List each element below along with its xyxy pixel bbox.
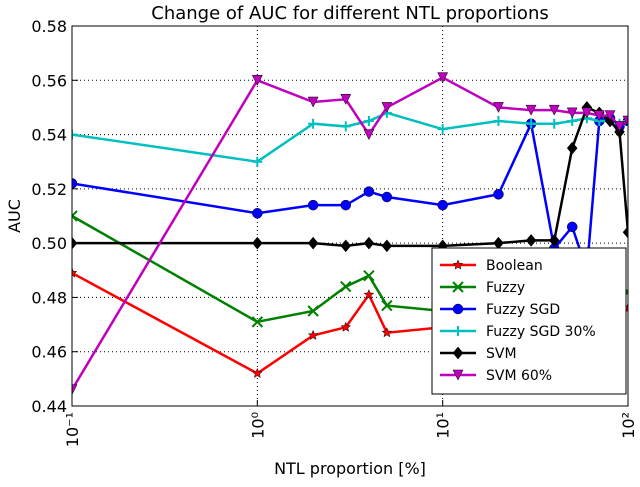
legend: Boolean Fuzzy Fuzzy SGD Fuzzy SGD 30% SVM SVM…	[431, 247, 627, 395]
marker	[252, 236, 263, 250]
marker	[363, 289, 375, 300]
series-line	[72, 111, 628, 164]
y-axis-label: AUC	[5, 199, 24, 233]
x-tick-label: 10¹	[434, 412, 453, 439]
marker	[72, 210, 78, 222]
y-tick-label: 0.58	[31, 17, 67, 36]
y-tick-label: 0.54	[31, 126, 67, 145]
marker	[252, 156, 263, 167]
marker	[548, 104, 560, 116]
legend-label: SVM 60%	[486, 368, 552, 384]
marker	[566, 107, 578, 119]
legend-label: SVM	[486, 346, 517, 362]
marker	[622, 225, 628, 239]
marker	[251, 75, 263, 86]
legend-label: Fuzzy	[486, 280, 525, 296]
marker	[72, 178, 78, 189]
y-tick-label: 0.50	[31, 234, 67, 253]
series-line	[72, 116, 628, 271]
marker	[307, 199, 319, 211]
y-tick-label: 0.52	[31, 180, 67, 199]
marker	[437, 199, 448, 211]
legend-box	[431, 247, 627, 395]
marker	[381, 299, 393, 312]
marker	[593, 110, 605, 122]
marker	[363, 186, 375, 197]
marker	[72, 384, 78, 396]
marker	[623, 116, 628, 126]
chart-title: Change of AUC for different NTL proporti…	[151, 3, 548, 24]
series-line	[72, 105, 628, 248]
marker	[340, 121, 351, 132]
marker	[622, 115, 628, 127]
marker	[604, 110, 616, 122]
marker	[363, 236, 375, 250]
series-line	[72, 76, 628, 391]
marker	[251, 316, 264, 328]
x-tick-label: 10²	[619, 412, 638, 439]
marker	[566, 141, 578, 155]
marker	[340, 321, 352, 332]
marker	[72, 129, 77, 140]
marker	[493, 189, 504, 200]
marker	[381, 191, 393, 203]
marker	[493, 102, 504, 113]
marker	[308, 118, 319, 129]
marker	[307, 236, 319, 250]
marker	[307, 305, 319, 317]
marker	[614, 121, 625, 132]
marker	[363, 129, 375, 141]
y-tick-label: 0.56	[31, 71, 67, 90]
marker	[251, 367, 263, 379]
marker	[340, 199, 352, 211]
marker	[549, 118, 560, 129]
marker	[363, 270, 375, 282]
marker	[452, 346, 464, 360]
marker	[452, 259, 464, 270]
y-tick-label: 0.44	[31, 397, 67, 416]
marker	[566, 221, 578, 233]
marker	[381, 102, 393, 113]
x-tick-label: 10⁻¹	[63, 412, 82, 447]
marker	[340, 94, 352, 105]
plot-frame	[71, 25, 629, 407]
marker	[453, 326, 463, 336]
marker	[493, 116, 504, 126]
marker	[452, 369, 464, 381]
x-tick-label: 10⁰	[248, 412, 267, 439]
marker	[525, 234, 537, 247]
y-tick-label: 0.46	[31, 343, 67, 362]
marker	[307, 96, 319, 108]
marker	[526, 118, 537, 129]
marker	[525, 104, 537, 116]
marker	[307, 329, 319, 341]
marker	[381, 239, 393, 253]
marker	[252, 208, 263, 219]
legend-label: Fuzzy SGD 30%	[486, 324, 596, 340]
marker	[581, 107, 593, 119]
marker	[72, 267, 78, 278]
marker	[72, 236, 78, 250]
marker	[340, 280, 352, 293]
marker	[381, 327, 393, 338]
marker	[452, 281, 464, 293]
y-tick-label: 0.48	[31, 288, 67, 307]
legend-label: Boolean	[486, 258, 543, 274]
marker	[363, 116, 374, 126]
marker	[437, 72, 449, 84]
marker	[548, 234, 560, 247]
marker	[340, 239, 352, 253]
x-axis-label: NTL proportion [%]	[274, 459, 426, 478]
marker	[452, 303, 464, 315]
marker	[437, 124, 448, 135]
legend-label: Fuzzy SGD	[486, 302, 560, 318]
